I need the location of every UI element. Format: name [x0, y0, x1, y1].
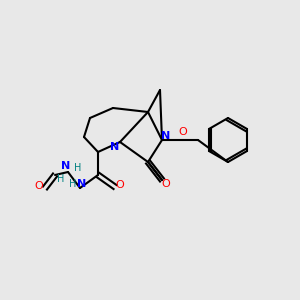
- Text: N: N: [77, 179, 87, 189]
- Text: O: O: [162, 179, 170, 189]
- Text: N: N: [110, 142, 120, 152]
- Text: H: H: [74, 163, 82, 173]
- Text: N: N: [61, 161, 70, 171]
- Text: H: H: [69, 179, 77, 189]
- Text: N: N: [161, 131, 171, 141]
- Text: O: O: [116, 180, 124, 190]
- Text: H: H: [57, 174, 65, 184]
- Text: O: O: [34, 181, 43, 191]
- Text: O: O: [178, 127, 188, 137]
